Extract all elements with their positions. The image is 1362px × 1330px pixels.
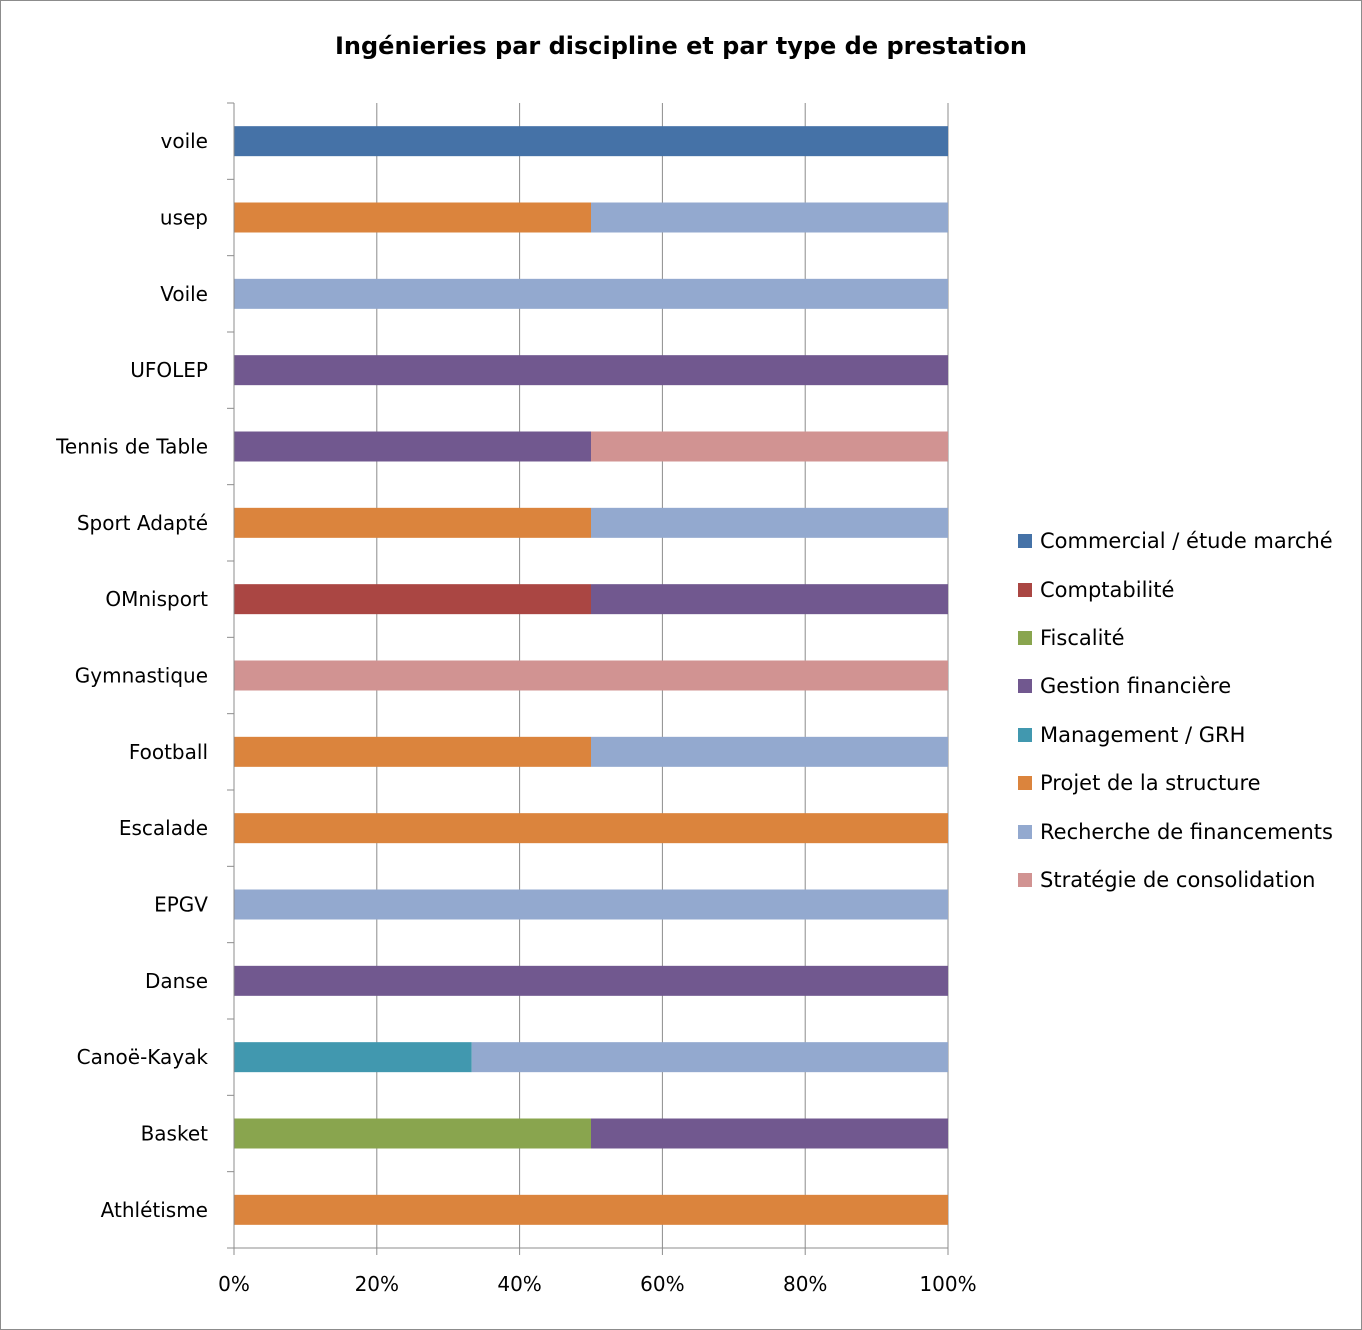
bar-segment (234, 660, 948, 691)
bar-segment (591, 431, 948, 462)
legend-swatch (1018, 727, 1032, 742)
legend-label: Recherche de financements (1040, 819, 1333, 844)
bar-segment (234, 126, 948, 157)
legend-item: Commercial / étude marché (1018, 517, 1333, 565)
y-tick-label: Tennis de Table (55, 435, 208, 459)
bar-segment (591, 736, 948, 767)
legend-label: Stratégie de consolidation (1040, 867, 1316, 892)
y-tick-label: usep (160, 206, 208, 230)
y-tick-label: Basket (141, 1122, 209, 1146)
legend-label: Fiscalité (1040, 625, 1125, 650)
legend-label: Commercial / étude marché (1040, 529, 1333, 554)
y-tick-label: UFOLEP (130, 358, 208, 382)
axes (227, 102, 949, 1255)
legend-item: Recherche de financements (1018, 807, 1333, 855)
y-tick-label: Sport Adapté (77, 511, 208, 535)
y-tick-label: Gymnastique (75, 664, 208, 688)
bar-segment (234, 355, 948, 386)
y-tick-label: Danse (145, 969, 208, 993)
bar-segment (591, 1118, 948, 1149)
legend-label: Gestion financière (1040, 674, 1232, 699)
bar-segment (234, 1118, 591, 1149)
legend-item: Stratégie de consolidation (1018, 856, 1333, 904)
bar-segment (234, 584, 591, 615)
x-tick-label: 20% (355, 1272, 399, 1296)
bar-segment (591, 507, 948, 538)
bar-segment (234, 965, 948, 996)
y-tick-label: Escalade (119, 816, 208, 840)
legend-swatch (1018, 776, 1032, 791)
y-tick-label: Canoë-Kayak (77, 1045, 209, 1069)
legend-item: Gestion financière (1018, 662, 1333, 710)
legend-item: Fiscalité (1018, 614, 1333, 662)
y-tick-label: Football (129, 740, 208, 764)
bar-segment (234, 202, 591, 233)
bar-segment (471, 1042, 948, 1073)
bar-segment (234, 278, 948, 309)
y-tick-label: voile (161, 129, 209, 153)
x-tick-label: 100% (919, 1272, 976, 1296)
bar-segment (234, 507, 591, 538)
y-tick-label: EPGV (154, 893, 208, 917)
legend-swatch (1018, 534, 1032, 549)
y-tick-label: Athlétisme (101, 1198, 208, 1222)
x-tick-label: 80% (783, 1272, 827, 1296)
legend-label: Comptabilité (1040, 577, 1175, 602)
bar-segment (234, 813, 948, 844)
bar-segment (234, 736, 591, 767)
bar-segment (234, 889, 948, 920)
bar-segment (591, 584, 948, 615)
legend-swatch (1018, 679, 1032, 694)
chart-title: Ingénieries par discipline et par type d… (334, 32, 1028, 60)
legend-label: Projet de la structure (1040, 771, 1261, 796)
tick-labels: 0% 20% 40% 60% 80% 100% Athlétisme Basket Canoë-… (55, 129, 976, 1296)
legend-item: Management / GRH (1018, 711, 1333, 759)
y-tick-label: Voile (160, 282, 208, 306)
bar-segment (234, 1194, 948, 1225)
bar-segment (234, 1042, 472, 1073)
legend-swatch (1018, 824, 1032, 839)
bars (234, 126, 948, 1225)
x-tick-label: 40% (497, 1272, 541, 1296)
legend-item: Comptabilité (1018, 565, 1333, 613)
legend-swatch (1018, 872, 1032, 887)
y-tick-label: OMnisport (105, 587, 208, 611)
bar-segment (591, 202, 948, 233)
legend-swatch (1018, 630, 1032, 645)
x-tick-label: 0% (218, 1272, 250, 1296)
bar-segment (234, 431, 591, 462)
legend: Commercial / étude marché Comptabilité Fis… (1018, 517, 1333, 904)
legend-label: Management / GRH (1040, 722, 1246, 747)
x-tick-label: 60% (640, 1272, 684, 1296)
legend-item: Projet de la structure (1018, 759, 1333, 807)
legend-swatch (1018, 582, 1032, 597)
